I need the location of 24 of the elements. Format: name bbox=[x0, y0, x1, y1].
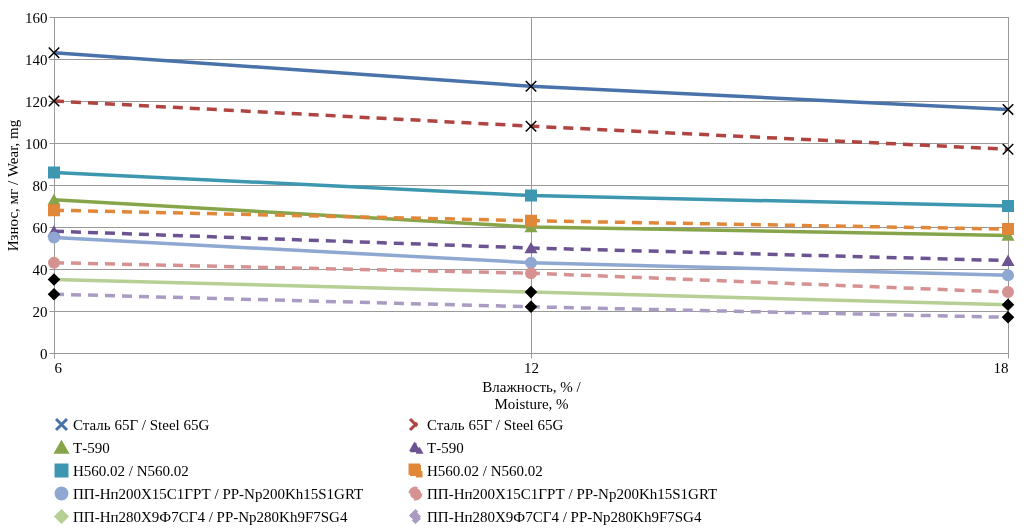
legend-label: Т-590 bbox=[73, 439, 110, 456]
legend-label: ПП-Нп280Х9Ф7СГ4 / PP-Np280Kh9F7SG4 bbox=[73, 508, 348, 525]
y-tick-label: 120 bbox=[25, 93, 48, 110]
y-tick-label: 20 bbox=[32, 303, 48, 320]
legend-label: ПП-Нп200Х15С1ГРТ / PP-Np200Kh15S1GRT bbox=[427, 485, 718, 502]
y-tick-label: 80 bbox=[32, 177, 48, 194]
x-tick-label: 18 bbox=[993, 359, 1009, 376]
x-tick-label: 6 bbox=[54, 359, 63, 376]
x-tick-label: 12 bbox=[524, 359, 539, 376]
y-tick-label: 100 bbox=[25, 135, 48, 152]
legend-label: Сталь 65Г / Steel 65G bbox=[427, 416, 564, 433]
y-tick-label: 60 bbox=[32, 219, 48, 236]
legend-label: Сталь 65Г / Steel 65G bbox=[73, 416, 210, 433]
legend-label: ПП-Нп280Х9Ф7СГ4 / PP-Np280Kh9F7SG4 bbox=[427, 508, 702, 525]
legend-label: Н560.02 / N560.02 bbox=[427, 462, 543, 479]
y-tick-label: 140 bbox=[25, 51, 48, 68]
legend-label: Т-590 bbox=[427, 439, 464, 456]
x-axis-title: Влажность, % / Moisture, % bbox=[482, 378, 582, 412]
y-tick-label: 40 bbox=[32, 261, 48, 278]
legend-label: Н560.02 / N560.02 bbox=[73, 462, 189, 479]
legend-label: ПП-Нп200Х15С1ГРТ / PP-Np200Kh15S1GRT bbox=[73, 485, 364, 502]
y-tick-label: 0 bbox=[40, 345, 48, 362]
y-tick-label: 160 bbox=[25, 9, 48, 26]
y-axis-title: Износ, мг / Wear, mg bbox=[5, 119, 21, 252]
